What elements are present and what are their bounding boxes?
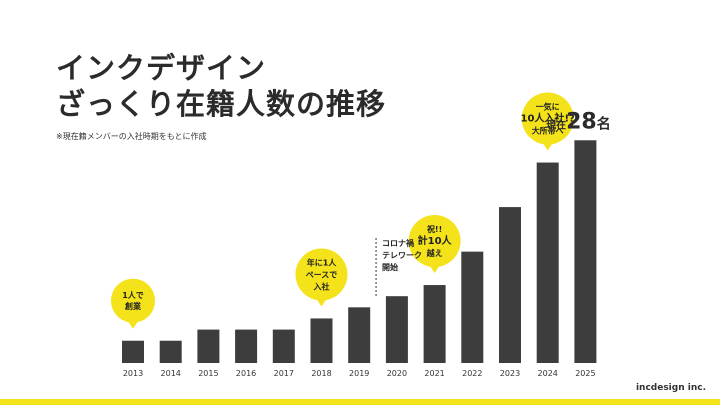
annotation-text: 入社 [313, 281, 330, 291]
annotation-text: 10人入社!? [521, 112, 575, 125]
bar-2019 [348, 307, 371, 363]
annotation-text: 越え [426, 248, 443, 258]
x-tick-label: 2018 [311, 369, 331, 378]
bar-2018 [310, 318, 333, 363]
annotation-bubble [521, 92, 574, 145]
x-tick-label: 2022 [462, 369, 482, 378]
x-tick-label: 2014 [161, 369, 181, 378]
annotation-text: 一気に [536, 102, 560, 112]
bar-2023 [499, 207, 521, 363]
bar-2014 [159, 340, 182, 363]
current-headcount-part: 28 [566, 109, 597, 134]
annotation-text: 1人で [122, 290, 144, 300]
annotation-bubble [111, 278, 155, 323]
bar-2025 [574, 140, 597, 363]
annotation-bubble [408, 215, 461, 268]
annotation-bubble [295, 248, 348, 301]
x-tick-label: 2016 [236, 369, 256, 378]
source-note: ※現在籍メンバーの入社時期をもとに作成 [56, 132, 207, 141]
covid-marker-text: 開始 [382, 262, 398, 272]
bar-2021 [423, 285, 446, 363]
bar-2022 [461, 251, 484, 363]
current-headcount-label: 現在28名 [546, 109, 611, 134]
x-tick-label: 2019 [349, 369, 369, 378]
bar-2024 [536, 162, 559, 363]
x-tick-label: 2015 [198, 369, 218, 378]
bar-2016 [235, 329, 258, 363]
company-logo: incdesign inc. [635, 383, 706, 393]
x-tick-label: 2023 [500, 369, 520, 378]
x-tick-label: 2020 [387, 369, 407, 378]
title-line-2: ざっくり在籍人数の推移 [56, 87, 387, 121]
annotation-text: 計10人 [418, 234, 453, 247]
annotation-text: 大所帯へ [532, 126, 564, 136]
bar-2020 [385, 296, 408, 363]
bar-2015 [197, 329, 220, 363]
annotation-text: 祝!! [427, 224, 442, 234]
covid-marker-text: テレワーク [382, 250, 422, 260]
current-headcount-part: 名 [597, 115, 611, 132]
title-line-1: インクデザイン [56, 51, 267, 85]
covid-marker-text: コロナ禍 [382, 238, 414, 248]
slide-title: インクデザイン ざっくり在籍人数の推移 [56, 50, 386, 122]
annotation-text: 創業 [124, 301, 142, 311]
bar-2013 [122, 340, 144, 363]
x-tick-label: 2017 [274, 369, 294, 378]
x-tick-label: 2024 [538, 369, 558, 378]
x-tick-label: 2021 [424, 369, 444, 378]
x-tick-label: 2025 [575, 369, 595, 378]
annotation-text: 年に1人 [307, 257, 338, 267]
current-headcount-part: 現在 [546, 118, 566, 131]
bar-2017 [272, 329, 295, 363]
x-tick-label: 2013 [123, 369, 143, 378]
annotation-text: ペースで [306, 270, 338, 279]
footer-accent-bar [0, 399, 720, 405]
